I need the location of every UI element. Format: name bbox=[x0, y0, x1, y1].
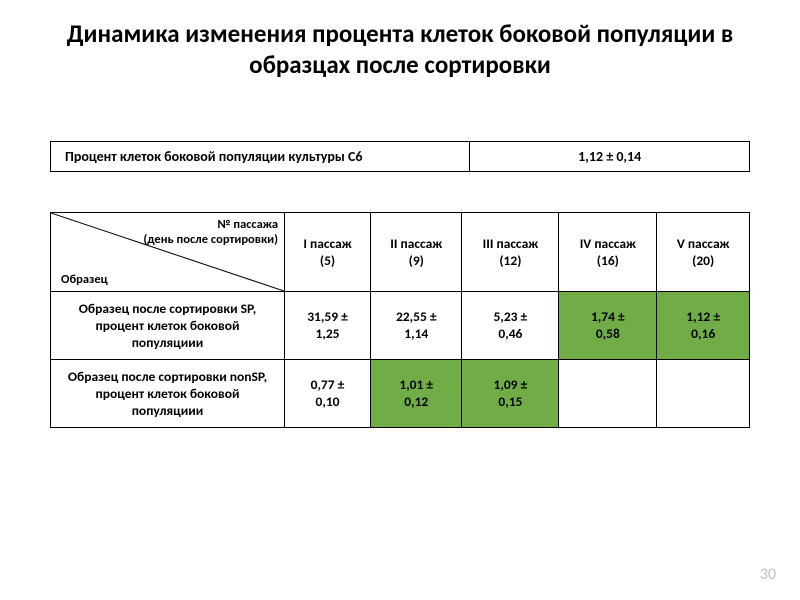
table-row: Образец после сортировки SP, процент кле… bbox=[51, 291, 750, 359]
col-name: IV пассаж bbox=[580, 235, 636, 252]
col-name: V пассаж bbox=[677, 235, 730, 252]
corner-bottom-label: Образец bbox=[61, 272, 108, 287]
page-number: 30 bbox=[760, 565, 776, 584]
summary-table-wrap: Процент клеток боковой популяции культур… bbox=[50, 141, 750, 172]
col-header-1: II пассаж (9) bbox=[371, 212, 462, 291]
col-name: II пассаж bbox=[390, 235, 442, 252]
header-row: № пассажа(день после сортировки) Образец… bbox=[51, 212, 750, 291]
data-cell: 5,23 ±0,46 bbox=[462, 291, 559, 359]
data-table: № пассажа(день после сортировки) Образец… bbox=[50, 212, 750, 428]
col-header-4: V пассаж (20) bbox=[657, 212, 750, 291]
data-cell: 1,09 ±0,15 bbox=[462, 359, 559, 427]
data-cell: 22,55 ±1,14 bbox=[371, 291, 462, 359]
col-day: (16) bbox=[597, 252, 619, 269]
col-header-0: I пассаж (5) bbox=[285, 212, 371, 291]
data-cell: 0,77 ±0,10 bbox=[285, 359, 371, 427]
corner-top-label: № пассажа(день после сортировки) bbox=[143, 217, 278, 247]
row-label: Образец после сортировки SP, процент кле… bbox=[51, 291, 285, 359]
data-cell bbox=[559, 359, 657, 427]
data-cell: 1,12 ±0,16 bbox=[657, 291, 750, 359]
col-day: (12) bbox=[499, 252, 521, 269]
summary-label: Процент клеток боковой популяции культур… bbox=[51, 141, 470, 171]
data-cell: 31,59 ±1,25 bbox=[285, 291, 371, 359]
data-table-wrap: № пассажа(день после сортировки) Образец… bbox=[50, 212, 750, 428]
data-cell: 1,74 ±0,58 bbox=[559, 291, 657, 359]
summary-table: Процент клеток боковой популяции культур… bbox=[50, 141, 750, 172]
col-header-2: III пассаж (12) bbox=[462, 212, 559, 291]
summary-value: 1,12 ± 0,14 bbox=[470, 141, 750, 171]
data-cell: 1,01 ±0,12 bbox=[371, 359, 462, 427]
row-label: Образец после сортировки nonSP, процент … bbox=[51, 359, 285, 427]
col-day: (20) bbox=[692, 252, 714, 269]
corner-cell: № пассажа(день после сортировки) Образец bbox=[51, 212, 285, 291]
col-header-3: IV пассаж (16) bbox=[559, 212, 657, 291]
col-name: I пассаж bbox=[303, 235, 351, 252]
corner-top-line1: № пассажа(день после сортировки) bbox=[143, 217, 278, 247]
table-row: Образец после сортировки nonSP, процент … bbox=[51, 359, 750, 427]
data-cell bbox=[657, 359, 750, 427]
slide: Динамика изменения процента клеток боков… bbox=[0, 0, 800, 600]
slide-title: Динамика изменения процента клеток боков… bbox=[40, 18, 760, 81]
table-row: Процент клеток боковой популяции культур… bbox=[51, 141, 750, 171]
col-day: (5) bbox=[320, 252, 335, 269]
col-day: (9) bbox=[409, 252, 424, 269]
col-name: III пассаж bbox=[483, 235, 539, 252]
